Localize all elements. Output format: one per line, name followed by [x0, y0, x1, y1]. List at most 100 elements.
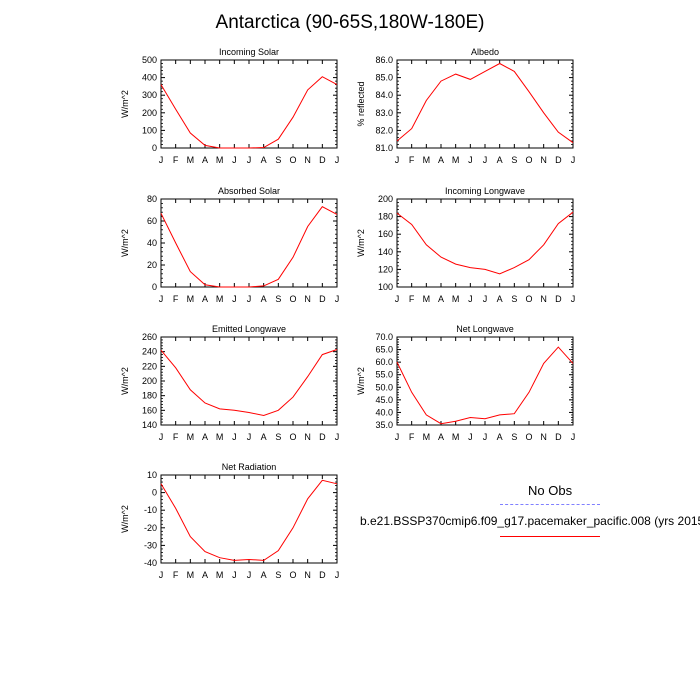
x-tick-label: O — [525, 294, 532, 304]
x-tick-label: J — [159, 294, 164, 304]
x-tick-label: M — [216, 570, 224, 580]
x-tick-label: M — [452, 432, 460, 442]
x-tick-label: J — [247, 294, 252, 304]
y-tick-label: 55.0 — [375, 370, 393, 380]
y-tick-label: 100 — [142, 125, 157, 135]
y-axis-label: W/m^2 — [356, 229, 366, 257]
x-tick-label: D — [319, 432, 326, 442]
y-tick-label: -20 — [144, 523, 157, 533]
x-tick-label: J — [232, 155, 237, 165]
plot-frame — [160, 336, 338, 426]
x-tick-label: M — [187, 294, 195, 304]
y-tick-label: 400 — [142, 73, 157, 83]
plot-frame — [396, 336, 574, 426]
series-line — [160, 76, 338, 149]
chart-title: Absorbed Solar — [218, 186, 280, 196]
y-tick-label: -40 — [144, 558, 157, 568]
x-tick-label: J — [159, 155, 164, 165]
y-tick-label: 80 — [147, 194, 157, 204]
y-tick-label: 140 — [142, 420, 157, 430]
x-tick-label: A — [261, 570, 267, 580]
y-tick-label: 45.0 — [375, 395, 393, 405]
x-tick-label: F — [173, 570, 179, 580]
x-tick-label: F — [173, 432, 179, 442]
x-tick-label: J — [468, 155, 473, 165]
x-tick-label: D — [555, 155, 562, 165]
y-tick-label: 240 — [142, 347, 157, 357]
x-tick-label: J — [395, 155, 400, 165]
x-tick-label: M — [216, 155, 224, 165]
x-tick-label: A — [202, 294, 208, 304]
x-tick-label: M — [216, 294, 224, 304]
y-tick-label: 200 — [142, 376, 157, 386]
x-tick-label: J — [232, 570, 237, 580]
x-tick-label: A — [261, 432, 267, 442]
x-tick-label: F — [173, 294, 179, 304]
x-tick-label: F — [173, 155, 179, 165]
x-tick-label: A — [497, 432, 503, 442]
y-tick-label: 160 — [378, 229, 393, 239]
x-tick-label: O — [289, 294, 296, 304]
y-tick-label: -10 — [144, 505, 157, 515]
x-tick-label: N — [540, 432, 547, 442]
x-tick-label: J — [232, 432, 237, 442]
x-tick-label: J — [335, 432, 340, 442]
chart-panel-5: Emitted Longwave W/m^2 140 160 180 200 220 240 2… — [120, 324, 339, 442]
page-title: Antarctica (90-65S,180W-180E) — [215, 12, 485, 33]
y-tick-label: 300 — [142, 90, 157, 100]
y-tick-label: 500 — [142, 55, 157, 65]
x-tick-label: A — [261, 155, 267, 165]
plot-frame — [160, 474, 338, 564]
x-tick-label: S — [275, 155, 281, 165]
x-tick-label: M — [423, 432, 431, 442]
y-tick-label: 0 — [152, 143, 157, 153]
series-line — [396, 211, 574, 275]
x-tick-label: M — [187, 570, 195, 580]
y-tick-label: 86.0 — [375, 55, 393, 65]
chart-panel-2: Albedo % reflected 81.0 82.0 83.0 84.0 85.0 86.… — [356, 47, 575, 165]
plot-frame — [396, 59, 574, 149]
x-tick-label: M — [423, 155, 431, 165]
chart-panel-4: Incoming Longwave W/m^2 100 120 140 160 180 200… — [356, 186, 575, 304]
x-tick-label: S — [275, 432, 281, 442]
series-line — [396, 346, 574, 425]
x-tick-label: A — [202, 570, 208, 580]
x-tick-label: J — [247, 155, 252, 165]
y-axis-label: W/m^2 — [356, 367, 366, 395]
x-tick-label: J — [247, 570, 252, 580]
y-tick-label: 35.0 — [375, 420, 393, 430]
y-axis-label: % reflected — [356, 81, 366, 126]
chart-title: Emitted Longwave — [212, 324, 286, 334]
y-tick-label: 180 — [378, 212, 393, 222]
y-tick-label: 10 — [147, 470, 157, 480]
x-tick-label: J — [159, 570, 164, 580]
x-tick-label: O — [525, 155, 532, 165]
x-tick-label: J — [159, 432, 164, 442]
x-tick-label: J — [468, 432, 473, 442]
x-tick-label: O — [289, 570, 296, 580]
x-tick-label: M — [452, 155, 460, 165]
x-tick-label: M — [187, 155, 195, 165]
y-tick-label: 50.0 — [375, 382, 393, 392]
x-tick-label: J — [468, 294, 473, 304]
x-tick-label: D — [319, 294, 326, 304]
x-tick-label: N — [304, 294, 311, 304]
y-tick-label: 220 — [142, 361, 157, 371]
chart-title: Net Radiation — [222, 462, 277, 472]
x-tick-label: A — [261, 294, 267, 304]
y-tick-label: 260 — [142, 332, 157, 342]
y-tick-label: 81.0 — [375, 143, 393, 153]
x-tick-label: M — [452, 294, 460, 304]
series-line — [160, 206, 338, 288]
x-tick-label: S — [275, 294, 281, 304]
chart-title: Incoming Longwave — [445, 186, 525, 196]
x-tick-label: J — [571, 432, 576, 442]
series-line — [396, 62, 574, 144]
y-tick-label: 100 — [378, 282, 393, 292]
x-tick-label: N — [304, 155, 311, 165]
y-tick-label: 85.0 — [375, 73, 393, 83]
y-tick-label: 40.0 — [375, 407, 393, 417]
chart-title: Albedo — [471, 47, 499, 57]
x-tick-label: A — [438, 155, 444, 165]
